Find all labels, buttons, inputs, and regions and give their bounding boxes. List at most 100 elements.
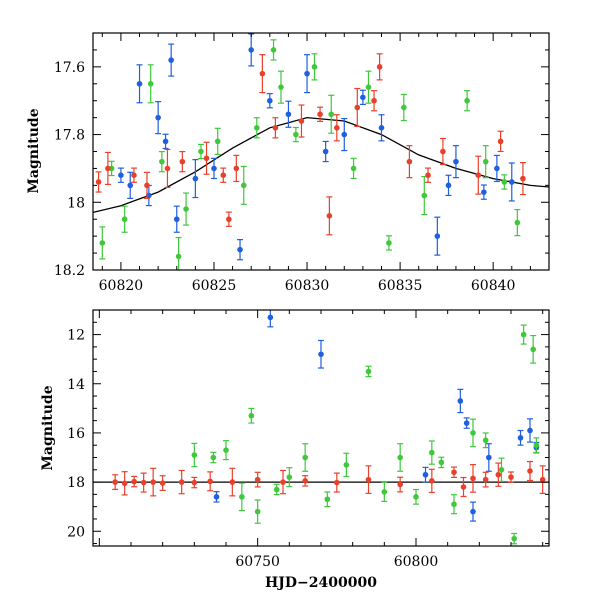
top-data-point [514, 219, 521, 226]
bottom-data-point [343, 462, 350, 468]
top-data-point [259, 70, 266, 77]
top-y-tick-label: 17.8 [54, 128, 85, 144]
bottom-data-point [210, 454, 217, 461]
top-data-point [144, 182, 150, 189]
bottom-data-point [112, 479, 118, 485]
top-data-point [501, 179, 508, 185]
bottom-data-point [140, 479, 147, 486]
top-data-point [121, 216, 128, 223]
top-data-point [203, 155, 210, 162]
bottom-data-point [498, 466, 505, 473]
bottom-data-point [422, 471, 429, 478]
top-data-point [365, 84, 372, 90]
top-data-point [95, 179, 102, 185]
bottom-data-point [451, 501, 457, 508]
bottom-data-point [334, 479, 340, 486]
bottom-data-point [178, 479, 185, 485]
top-data-point [293, 131, 299, 138]
bottom-data-point [318, 351, 324, 358]
top-data-point [226, 216, 232, 223]
top-data-point [267, 97, 273, 104]
top-data-point [192, 175, 199, 182]
top-y-axis-label: Magnitude [26, 108, 42, 193]
top-data-point [272, 125, 279, 131]
top-data-point [127, 182, 134, 189]
bottom-data-point [457, 398, 464, 404]
bottom-data-point [530, 346, 536, 353]
bottom-data-point [413, 494, 419, 500]
top-data-point [240, 182, 247, 189]
bottom-data-point [429, 478, 435, 484]
top-data-point [378, 125, 385, 131]
top-data-point [482, 158, 489, 165]
bottom-data-point [470, 430, 476, 436]
top-data-point [131, 172, 137, 178]
top-x-tick-label: 60830 [285, 278, 330, 294]
top-model-curve [93, 116, 549, 214]
top-data-point [425, 172, 431, 178]
bottom-data-point [121, 480, 128, 487]
top-data-point [220, 172, 227, 178]
bottom-data-point [533, 442, 540, 449]
top-x-tick-label: 60820 [99, 278, 144, 294]
top-data-point [481, 189, 487, 195]
bottom-data-point [223, 447, 229, 453]
top-data-point [270, 47, 277, 53]
bottom-data-point [397, 481, 403, 488]
bottom-data-point [438, 459, 445, 466]
top-data-point [214, 138, 221, 145]
bottom-data-point [286, 474, 293, 480]
bottom-y-tick-label: 12 [67, 328, 85, 344]
top-data-point [311, 64, 318, 70]
top-x-tick-label: 60840 [471, 278, 516, 294]
top-data-point [453, 158, 459, 165]
top-data-point [401, 104, 407, 111]
top-data-point [360, 94, 366, 101]
top-data-point [159, 158, 165, 165]
top-data-point [497, 138, 504, 145]
top-data-point [326, 213, 333, 219]
bottom-data-point [254, 476, 261, 483]
top-data-point [350, 165, 357, 172]
top-data-point [406, 158, 413, 165]
bottom-data-point [159, 480, 166, 486]
top-data-point [162, 138, 169, 145]
bottom-data-point [150, 479, 156, 485]
top-data-point [508, 179, 515, 185]
bottom-data-point [486, 454, 492, 461]
bottom-plot-area [93, 310, 549, 545]
top-data-point [322, 148, 329, 155]
top-plot-area [93, 33, 549, 270]
bottom-data-point [495, 471, 502, 478]
bottom-data-point [517, 435, 524, 441]
top-data-point [118, 172, 124, 178]
bottom-data-point [324, 496, 331, 503]
top-data-point [175, 253, 182, 260]
bottom-y-tick-label: 20 [67, 524, 85, 540]
bottom-data-point [207, 478, 213, 485]
top-data-point [304, 70, 310, 77]
top-y-tick-label: 18.2 [54, 263, 85, 279]
bottom-data-point [482, 437, 489, 444]
top-data-point [278, 84, 284, 90]
top-data-point [445, 182, 452, 189]
top-data-point [105, 165, 111, 172]
top-data-point [376, 64, 383, 70]
bottom-data-point [463, 420, 470, 426]
top-data-point [317, 111, 323, 118]
bottom-data-point [302, 478, 308, 484]
bottom-data-point [451, 469, 457, 476]
bottom-data-point [302, 454, 308, 461]
bottom-x-axis-label: HJD−2400000 [265, 575, 377, 591]
bottom-y-axis-label: Magnitude [40, 385, 56, 470]
bottom-data-point [280, 479, 286, 485]
bottom-data-point [248, 412, 255, 419]
top-x-tick-label: 60825 [192, 278, 237, 294]
top-data-point [328, 111, 335, 118]
top-data-point [434, 233, 441, 239]
bottom-data-point [131, 478, 137, 485]
top-data-point [334, 125, 340, 131]
bottom-data-point [239, 494, 245, 500]
bottom-data-point [267, 314, 274, 321]
